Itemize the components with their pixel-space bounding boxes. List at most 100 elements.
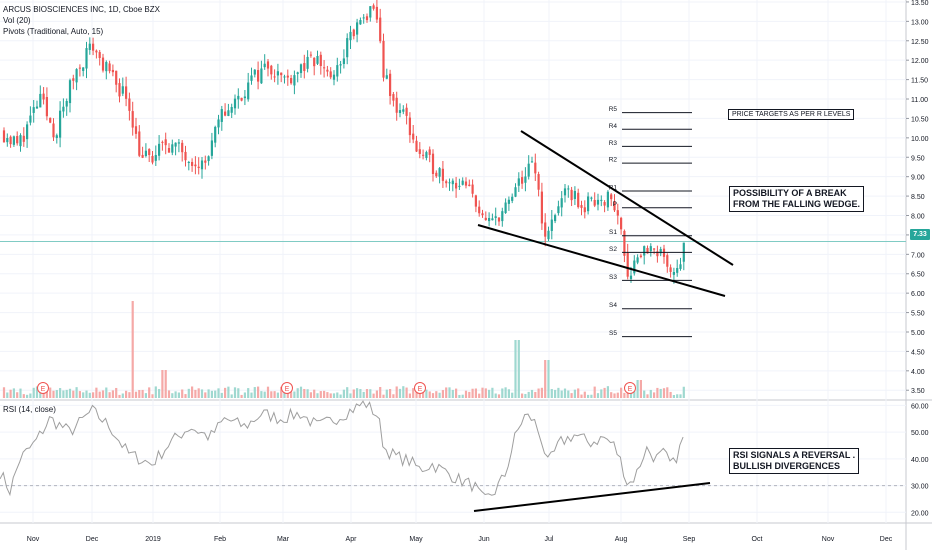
- price-tick-label: 8.50: [911, 194, 925, 201]
- candle-body: [478, 206, 481, 214]
- volume-bar: [352, 389, 355, 398]
- earnings-marker[interactable]: [37, 382, 49, 394]
- candle-body: [422, 154, 425, 156]
- candle-body: [524, 176, 527, 183]
- candle-body: [521, 177, 524, 184]
- candle-body: [402, 109, 405, 112]
- volume-bar: [458, 394, 461, 398]
- price-tick-label: 11.50: [911, 78, 928, 85]
- price-tick-label: 6.00: [911, 291, 925, 298]
- candle-body: [6, 137, 9, 143]
- candle-body: [369, 6, 372, 18]
- candle-body: [263, 63, 266, 68]
- candle-body: [679, 264, 682, 269]
- candle-body: [240, 97, 243, 101]
- candle-body: [488, 218, 491, 222]
- earnings-marker[interactable]: [414, 382, 426, 394]
- pivots-legend[interactable]: Pivots (Traditional, Auto, 15): [3, 27, 104, 36]
- volume-bar: [346, 387, 349, 398]
- candle-body: [517, 178, 520, 186]
- volume-bar: [313, 389, 316, 398]
- candle-body: [563, 188, 567, 196]
- time-tick-label: Dec: [86, 536, 99, 543]
- volume-bar: [511, 392, 514, 398]
- volume-bar: [481, 387, 484, 398]
- volume-bar: [134, 391, 138, 398]
- volume-bar: [55, 390, 58, 398]
- volume-bar: [349, 393, 352, 398]
- volume-bar: [118, 394, 121, 398]
- candle-body: [313, 57, 316, 67]
- candle-body: [85, 48, 88, 69]
- candle-body: [580, 205, 583, 208]
- earnings-marker[interactable]: [624, 382, 636, 394]
- volume-bar: [375, 390, 378, 398]
- annotation-rsi-reversal[interactable]: RSI SIGNALS A REVERSAL . BULLISH DIVERGE…: [729, 448, 860, 474]
- volume-bar: [154, 386, 157, 398]
- annotation-price-targets[interactable]: PRICE TARGETS AS PER R LEVELS: [728, 109, 855, 120]
- volume-bar: [392, 394, 395, 398]
- candle-body: [227, 110, 230, 116]
- candle-body: [557, 206, 560, 214]
- volume-bar: [283, 391, 286, 398]
- volume-bar: [98, 391, 101, 398]
- candle-body: [613, 201, 616, 211]
- volume-bar: [507, 389, 510, 398]
- volume-bar: [339, 394, 342, 398]
- candle-body: [68, 80, 72, 104]
- volume-bar: [210, 390, 213, 398]
- volume-bar: [408, 393, 411, 398]
- candle-body: [511, 196, 514, 201]
- candle-body: [323, 67, 326, 69]
- candle-body: [666, 255, 669, 267]
- volume-bar: [441, 390, 444, 398]
- candle-body: [329, 71, 332, 78]
- earnings-marker[interactable]: [281, 382, 293, 394]
- volume-bar: [646, 394, 649, 398]
- volume-bar: [247, 388, 250, 398]
- time-tick-label: Oct: [752, 536, 763, 543]
- candle-body: [280, 72, 283, 76]
- volume-bar: [39, 389, 42, 398]
- volume-bar: [676, 394, 679, 398]
- volume-bar: [217, 388, 220, 398]
- rsi-tick-label: 40.00: [911, 457, 929, 464]
- symbol-legend[interactable]: ARCUS BIOSCIENCES INC, 1D, Cboe BZX: [3, 5, 160, 14]
- volume-bar: [369, 389, 372, 398]
- wedge-upper-trendline[interactable]: [520, 130, 734, 266]
- time-tick-label: Aug: [615, 536, 628, 543]
- rsi-legend[interactable]: RSI (14, close): [3, 405, 56, 414]
- candle-body: [309, 54, 312, 56]
- volume-bar: [270, 391, 273, 398]
- candle-body: [481, 213, 484, 216]
- volume-bar: [613, 393, 616, 398]
- candle-body: [92, 43, 95, 51]
- volume-bar: [365, 389, 369, 398]
- candle-body: [65, 101, 68, 107]
- time-tick-label: Dec: [880, 536, 893, 543]
- volume-bar: [49, 387, 52, 398]
- annotation-wedge-break[interactable]: POSSIBILITY OF A BREAK FROM THE FALLING …: [729, 186, 864, 212]
- volume-bar: [537, 388, 540, 398]
- wedge-lower-trendline[interactable]: [477, 224, 726, 297]
- rsi-divergence-trendline[interactable]: [473, 482, 711, 512]
- candle-body: [408, 117, 411, 136]
- candle-body: [214, 126, 217, 143]
- volume-legend[interactable]: Vol (20): [3, 16, 31, 25]
- candle-body: [111, 69, 114, 73]
- candle-body: [646, 247, 649, 254]
- price-tick-label: 13.00: [911, 19, 929, 26]
- volume-bar: [220, 392, 223, 398]
- candle-body: [636, 257, 639, 263]
- candle-body: [194, 164, 197, 167]
- volume-bar: [22, 394, 25, 398]
- rsi-tick-label: 20.00: [911, 510, 929, 517]
- volume-bar: [560, 390, 563, 398]
- volume-bar: [280, 386, 283, 398]
- candle-body: [306, 56, 309, 69]
- candle-body: [398, 110, 402, 113]
- pivot-label-r2: R2: [609, 157, 618, 164]
- volume-bar: [299, 386, 303, 398]
